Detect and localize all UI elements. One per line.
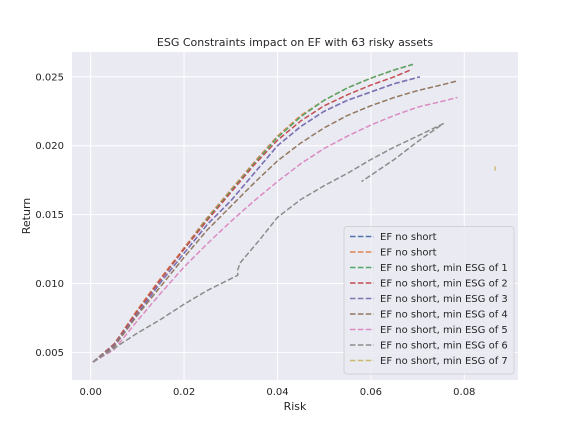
x-tick-label: 0.08 [453,387,475,398]
legend-entry: EF no short, min ESG of 6 [380,341,508,352]
legend-entry: EF no short [380,232,437,243]
x-tick-label: 0.04 [266,387,288,398]
legend: EF no short EF no short EF no short, min E… [343,226,515,375]
series-layer [92,63,496,363]
chart-title: ESG Constraints impact on EF with 63 ris… [157,36,433,49]
y-tick-label: 0.015 [35,210,64,221]
series-line-4 [92,69,411,363]
x-tick-label: 0.06 [360,387,382,398]
x-tick-label: 0.02 [173,387,195,398]
y-tick-label: 0.005 [35,348,64,359]
tick-labels: 0.00 0.02 0.04 0.06 0.08 0.005 0.010 0.015 0.020… [35,72,475,398]
x-tick-label: 0.00 [80,387,102,398]
y-tick-label: 0.010 [35,279,64,290]
series-line-6 [92,80,458,363]
y-tick-label: 0.020 [35,141,64,152]
series-line-8 [92,122,445,363]
y-axis-label: Return [20,198,33,235]
legend-entry: EF no short, min ESG of 2 [380,279,508,290]
y-tick-label: 0.025 [35,72,64,83]
series-line-5 [92,76,421,363]
x-axis-label: Risk [284,400,307,413]
series-line-2 [92,63,414,363]
legend-entry: EF no short, min ESG of 1 [380,263,508,274]
legend-entry: EF no short [380,248,437,259]
legend-entry: EF no short, min ESG of 5 [380,325,508,336]
legend-entry: EF no short, min ESG of 4 [380,310,508,321]
legend-frame [343,226,515,375]
legend-entry: EF no short, min ESG of 7 [380,356,508,367]
legend-entry: EF no short, min ESG of 3 [380,294,508,305]
